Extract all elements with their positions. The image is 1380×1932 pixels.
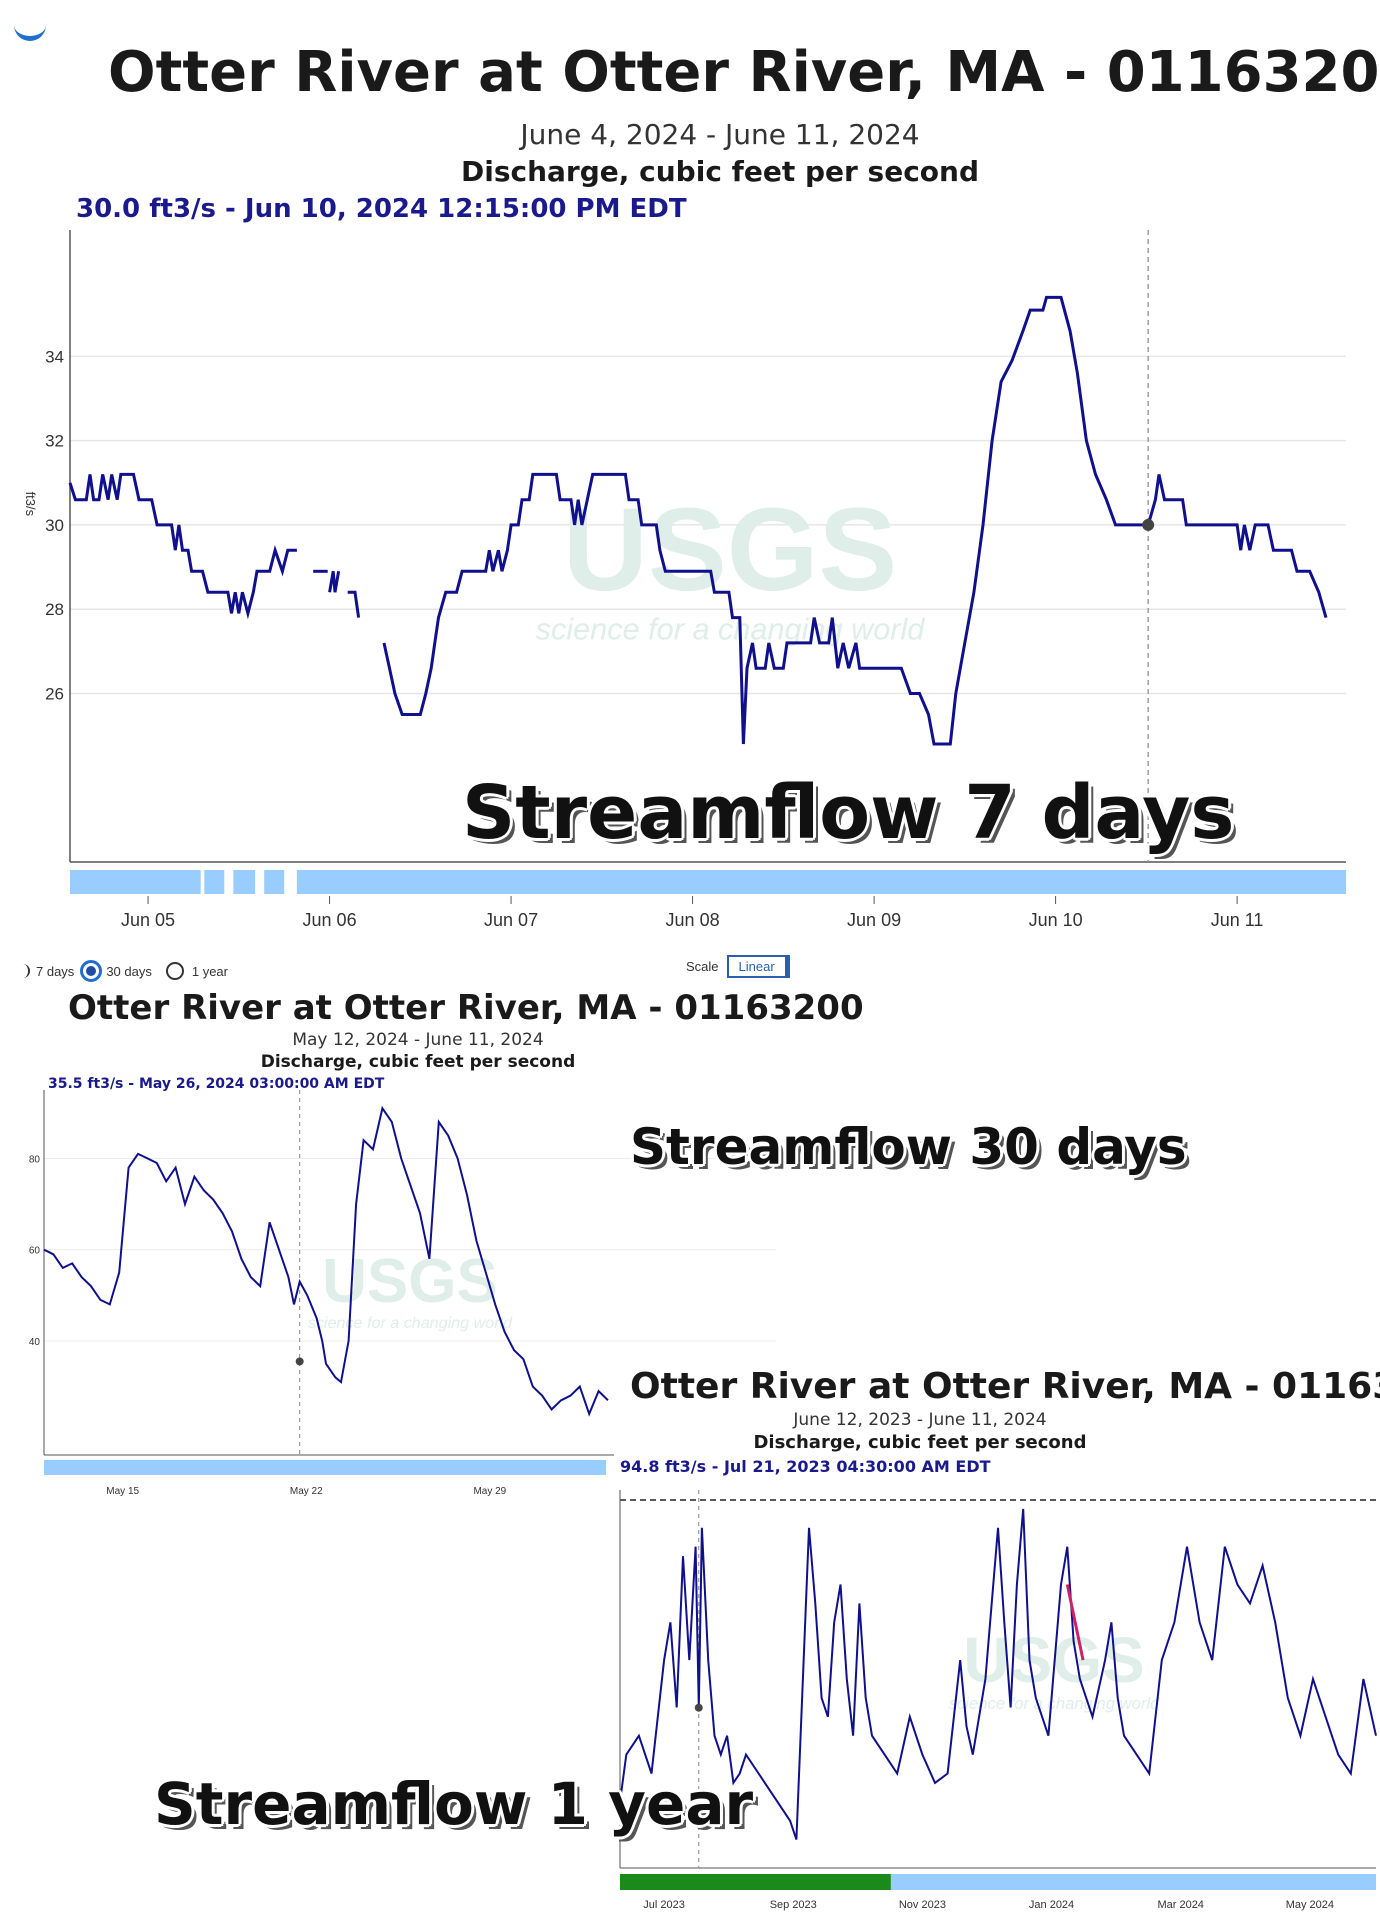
year-x-tick-label: Jan 2024	[1029, 1899, 1074, 1911]
radio-30-days[interactable]: 30 days	[74, 960, 152, 982]
week-y-tick-label: 28	[45, 600, 64, 619]
period-selector: 7 days 30 days 1 year	[18, 958, 228, 984]
radio-1-year-label[interactable]: 1 year	[191, 963, 228, 979]
month-watermark-tagline: science for a changing world	[308, 1314, 513, 1332]
month-y-tick-label: 60	[29, 1246, 41, 1257]
year-x-tick-label: Mar 2024	[1157, 1899, 1203, 1911]
scale-select[interactable]: Linear	[726, 954, 787, 978]
week-y-tick-label: 32	[45, 432, 64, 451]
year-watermark-tagline: science for a changing world	[949, 1694, 1160, 1713]
year-chart-readout: 94.8 ft3/s - Jul 21, 2023 04:30:00 AM ED…	[620, 1457, 991, 1476]
week-x-tick-label: Jun 09	[847, 910, 901, 930]
logo-corner-arc	[14, 14, 46, 41]
week-approval-bar-segment	[204, 870, 225, 894]
week-watermark-tagline: science for a changing world	[536, 612, 926, 647]
month-marker-point	[295, 1357, 304, 1366]
year-provisional-bar	[620, 1874, 891, 1890]
year-x-tick-label: Nov 2023	[899, 1899, 946, 1911]
month-chart-readout: 35.5 ft3/s - May 26, 2024 03:00:00 AM ED…	[48, 1076, 385, 1092]
year-chart-date-range: June 12, 2023 - June 11, 2024	[793, 1410, 1047, 1430]
week-marker-point	[1142, 518, 1155, 531]
year-chart-overlay-label: Streamflow 1 year	[154, 1770, 754, 1838]
month-chart-date-range: May 12, 2024 - June 11, 2024	[292, 1030, 544, 1050]
radio-1-year-circle[interactable]	[165, 962, 184, 980]
month-y-tick-label: 80	[29, 1154, 41, 1165]
radio-7-days-label[interactable]: 7 days	[36, 963, 75, 979]
month-x-tick-label: May 15	[106, 1486, 139, 1497]
radio-30-days-label[interactable]: 30 days	[106, 963, 152, 979]
year-highlight-segment	[1065, 1584, 1085, 1661]
radio-1-year[interactable]: 1 year	[152, 962, 228, 980]
week-series-line	[328, 571, 341, 593]
week-chart-title: Otter River at Otter River, MA - 0116320…	[108, 40, 1380, 105]
radio-7-days[interactable]: 7 days	[18, 964, 74, 979]
week-chart-section: Otter River at Otter River, MA - 0116320…	[0, 0, 1380, 960]
radio-7-days-circle[interactable]	[18, 964, 30, 978]
week-x-tick-label: Jun 08	[666, 910, 720, 930]
week-series-line	[347, 590, 361, 618]
radio-30-days-circle[interactable]	[80, 960, 103, 982]
week-chart-parameter: Discharge, cubic feet per second	[460, 155, 980, 188]
month-approval-bar	[44, 1460, 606, 1475]
week-approval-bar-segment	[264, 870, 285, 894]
year-chart-section: Otter River at Otter River, MA - 0116320…	[614, 1360, 1380, 1932]
month-watermark-logo: USGS	[322, 1247, 498, 1316]
year-x-tick-label: Jul 2023	[643, 1899, 685, 1911]
month-chart-overlay-label: Streamflow 30 days	[630, 1118, 1187, 1176]
week-approval-bar-segment	[70, 870, 201, 894]
month-chart-title: Otter River at Otter River, MA - 0116320…	[68, 988, 864, 1028]
week-x-tick-label: Jun 10	[1029, 910, 1083, 930]
week-y-tick-label: 30	[45, 516, 64, 535]
year-marker-point	[694, 1703, 703, 1712]
scale-control: Scale Linear	[686, 953, 787, 979]
week-series-line	[68, 472, 297, 620]
year-approval-bar	[890, 1874, 1376, 1890]
week-x-tick-label: Jun 11	[1211, 910, 1264, 930]
year-x-tick-label: Sep 2023	[770, 1899, 817, 1911]
week-y-tick-label: 26	[45, 684, 64, 703]
month-x-tick-label: May 22	[290, 1486, 323, 1497]
week-chart-date-range: June 4, 2024 - June 11, 2024	[520, 118, 920, 151]
year-series-line	[619, 1508, 1377, 1840]
week-y-axis-label: ft3/s	[23, 492, 38, 517]
week-y-tick-label: 34	[45, 347, 64, 366]
week-approval-bar-segment	[233, 870, 256, 894]
year-chart-parameter: Discharge, cubic feet per second	[753, 1432, 1087, 1453]
month-chart-parameter: Discharge, cubic feet per second	[260, 1052, 576, 1072]
week-x-tick-label: Jun 07	[484, 910, 538, 930]
week-x-tick-label: Jun 05	[121, 910, 175, 930]
scale-label: Scale	[686, 958, 719, 974]
month-series-line	[43, 1105, 609, 1417]
year-x-tick-label: May 2024	[1286, 1899, 1334, 1911]
week-chart-overlay-label: Streamflow 7 days	[462, 770, 1235, 856]
month-x-tick-label: May 29	[473, 1486, 506, 1497]
year-chart-title: Otter River at Otter River, MA - 0116320…	[630, 1366, 1380, 1407]
week-chart-readout: 30.0 ft3/s - Jun 10, 2024 12:15:00 PM ED…	[76, 194, 687, 224]
month-y-tick-label: 40	[29, 1337, 41, 1348]
week-approval-bar-segment	[296, 870, 1346, 894]
week-x-tick-label: Jun 06	[303, 910, 357, 930]
